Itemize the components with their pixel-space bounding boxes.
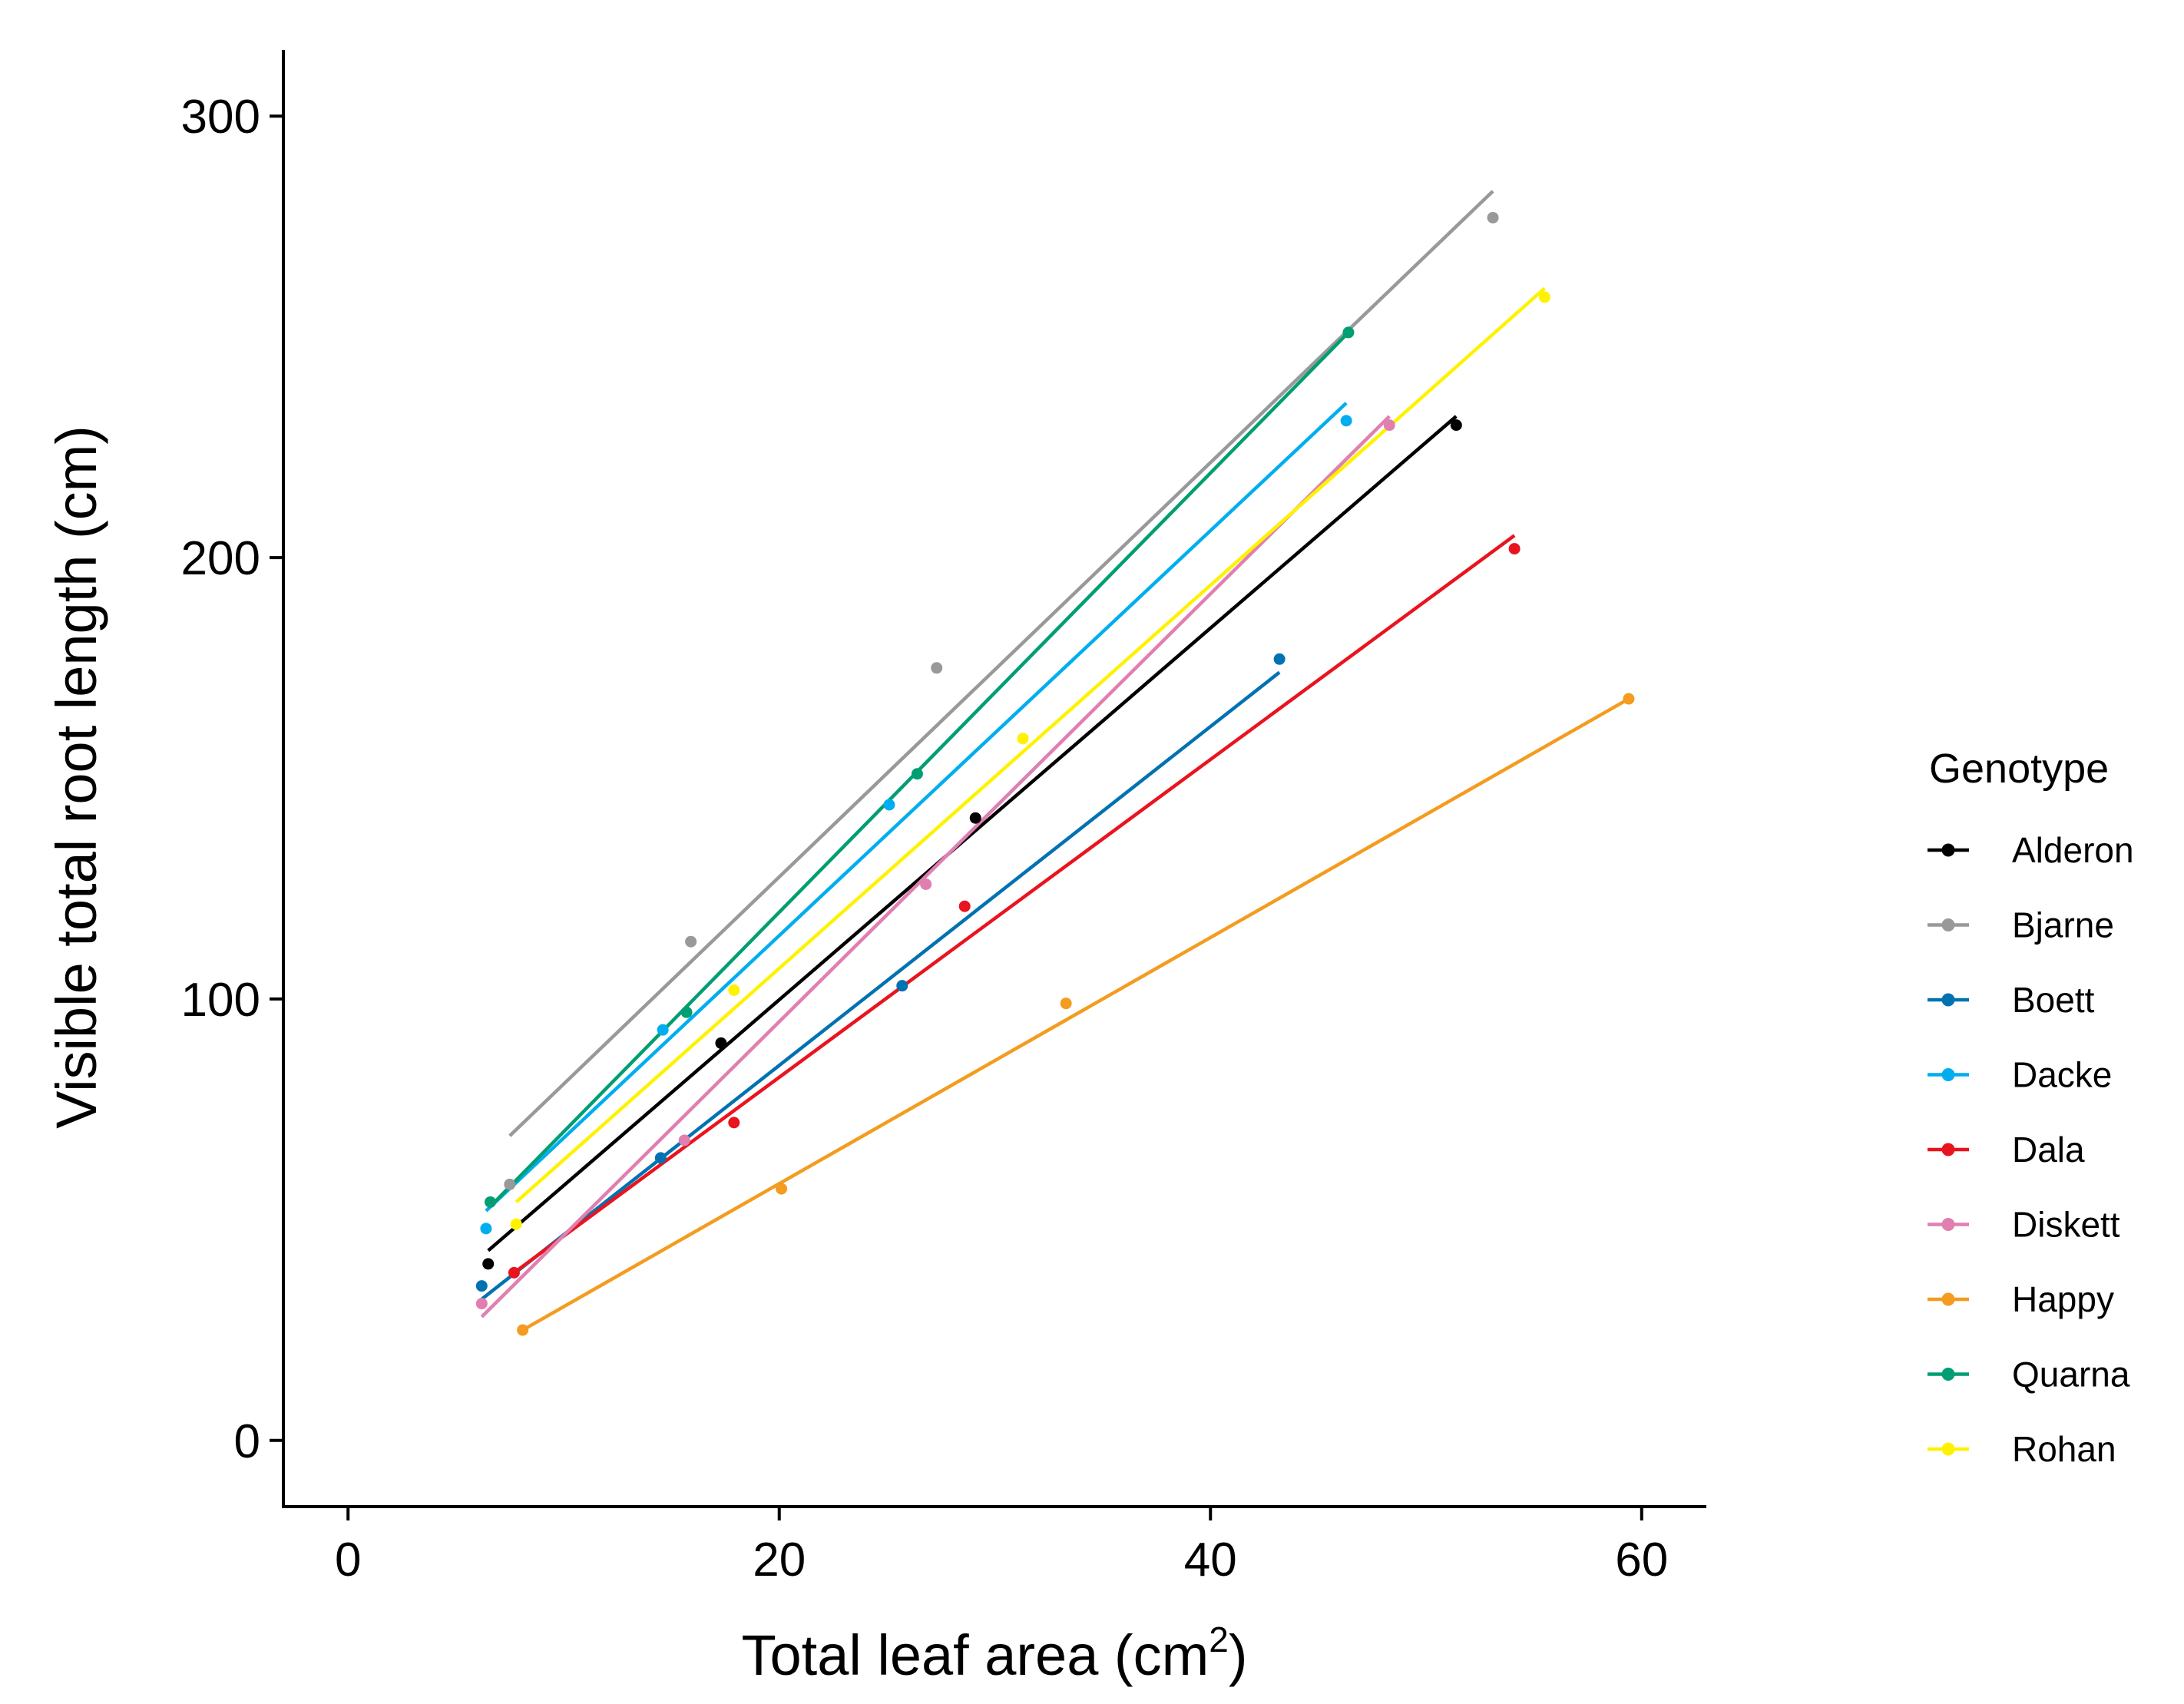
plot-lines bbox=[480, 190, 1630, 1332]
legend-item-quarna: Quarna bbox=[1928, 1355, 2130, 1395]
data-point-alderon bbox=[715, 1037, 727, 1049]
data-point-bjarne bbox=[1487, 211, 1499, 223]
data-point-boett bbox=[654, 1152, 667, 1164]
legend-label: Dala bbox=[2012, 1130, 2085, 1170]
data-point-happy bbox=[1060, 998, 1072, 1010]
data-point-dacke bbox=[480, 1223, 492, 1235]
x-tick-label: 40 bbox=[1184, 1534, 1237, 1587]
legend-key-point bbox=[1941, 993, 1955, 1007]
legend-label: Quarna bbox=[2012, 1355, 2130, 1395]
data-point-rohan bbox=[1017, 733, 1029, 745]
legend-key-point bbox=[1941, 843, 1955, 857]
data-point-rohan bbox=[728, 984, 740, 996]
data-point-bjarne bbox=[504, 1178, 516, 1190]
legend-item-happy: Happy bbox=[1928, 1279, 2114, 1319]
legend-item-dacke: Dacke bbox=[1928, 1055, 2112, 1095]
data-point-quarna bbox=[485, 1196, 497, 1208]
data-point-alderon bbox=[482, 1258, 495, 1270]
data-point-diskett bbox=[920, 878, 932, 890]
fit-line-alderon bbox=[487, 415, 1458, 1252]
legend-item-alderon: Alderon bbox=[1928, 830, 2134, 870]
fit-line-dala bbox=[513, 534, 1516, 1275]
legend-title: Genotype bbox=[1929, 746, 2109, 792]
legend-item-diskett: Diskett bbox=[1928, 1205, 2120, 1245]
data-point-bjarne bbox=[685, 935, 697, 948]
legend-key-point bbox=[1941, 1368, 1955, 1381]
data-point-happy bbox=[776, 1183, 788, 1195]
legend-label: Happy bbox=[2012, 1279, 2114, 1319]
data-point-happy bbox=[517, 1324, 529, 1336]
legend-items: Alderon Bjarne Boett Dacke Dala Diskett Happy Q… bbox=[1928, 830, 2134, 1469]
x-tick-label: 60 bbox=[1615, 1534, 1668, 1587]
data-point-happy bbox=[1623, 693, 1635, 705]
data-point-boett bbox=[896, 980, 908, 992]
x-axis-title: Total leaf area (cm2) bbox=[742, 1620, 1248, 1687]
data-point-bjarne bbox=[931, 662, 943, 674]
x-tick-label: 0 bbox=[335, 1534, 361, 1587]
data-point-dala bbox=[728, 1117, 740, 1129]
data-point-alderon bbox=[1450, 419, 1462, 432]
y-axis-title: Visible total root length (cm) bbox=[45, 425, 108, 1129]
fit-line-diskett bbox=[480, 415, 1391, 1319]
legend-label: Diskett bbox=[2012, 1205, 2120, 1245]
legend-item-rohan: Rohan bbox=[1928, 1429, 2116, 1469]
data-point-dala bbox=[958, 900, 971, 912]
fit-line-bjarne bbox=[508, 190, 1494, 1137]
legend-label: Dacke bbox=[2012, 1055, 2112, 1095]
data-point-boett bbox=[1273, 653, 1286, 665]
y-tick-label: 100 bbox=[181, 974, 260, 1027]
fit-line-happy bbox=[521, 697, 1630, 1332]
legend-label: Bjarne bbox=[2012, 905, 2114, 945]
data-point-dacke bbox=[1340, 415, 1352, 427]
legend-key-point bbox=[1941, 1068, 1955, 1081]
data-point-dacke bbox=[883, 799, 895, 811]
legend-key-point bbox=[1941, 1442, 1955, 1456]
data-point-diskett bbox=[678, 1134, 690, 1146]
legend-item-bjarne: Bjarne bbox=[1928, 905, 2114, 945]
legend-key-point bbox=[1941, 1218, 1955, 1231]
data-point-dala bbox=[1508, 543, 1521, 555]
data-point-rohan bbox=[1538, 291, 1550, 303]
data-point-dala bbox=[508, 1266, 520, 1279]
legend-label: Rohan bbox=[2012, 1429, 2116, 1469]
legend-key-point bbox=[1941, 918, 1955, 931]
y-tick-label: 300 bbox=[181, 91, 260, 144]
y-ticks: 0 100 200 300 bbox=[181, 91, 283, 1468]
data-point-diskett bbox=[1383, 419, 1395, 432]
plot-points bbox=[475, 211, 1635, 1336]
x-ticks: 0 20 40 60 bbox=[335, 1507, 1668, 1587]
data-point-quarna bbox=[1342, 326, 1355, 339]
data-point-dacke bbox=[657, 1024, 669, 1036]
legend-item-boett: Boett bbox=[1928, 980, 2095, 1020]
fit-line-rohan bbox=[515, 286, 1546, 1204]
legend: Genotype Alderon Bjarne Boett Dacke Dala Disk… bbox=[1928, 746, 2134, 1469]
data-point-quarna bbox=[680, 1006, 693, 1018]
x-tick-label: 20 bbox=[753, 1534, 806, 1587]
data-point-quarna bbox=[911, 768, 923, 780]
y-tick-label: 200 bbox=[181, 532, 260, 585]
data-point-rohan bbox=[510, 1218, 522, 1230]
legend-key-point bbox=[1941, 1292, 1955, 1306]
fit-line-dacke bbox=[485, 402, 1348, 1213]
data-point-alderon bbox=[969, 812, 981, 824]
y-tick-label: 0 bbox=[234, 1415, 260, 1468]
fit-line-boett bbox=[480, 670, 1281, 1301]
legend-label: Boett bbox=[2012, 980, 2095, 1020]
legend-key-point bbox=[1941, 1143, 1955, 1156]
legend-item-dala: Dala bbox=[1928, 1130, 2085, 1170]
data-point-diskett bbox=[475, 1298, 488, 1310]
data-point-boett bbox=[475, 1280, 488, 1292]
legend-label: Alderon bbox=[2012, 830, 2134, 870]
